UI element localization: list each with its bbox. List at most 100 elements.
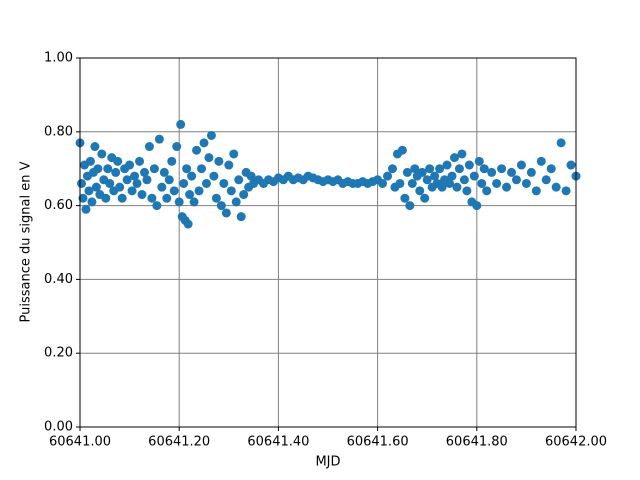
data-point bbox=[516, 160, 526, 170]
y-tick-label: 0.80 bbox=[44, 124, 73, 139]
data-point bbox=[415, 186, 425, 196]
y-tick-label: 0.20 bbox=[44, 346, 73, 361]
data-point bbox=[454, 164, 464, 174]
data-point bbox=[477, 178, 487, 188]
data-point bbox=[157, 182, 167, 192]
data-point bbox=[487, 167, 497, 177]
data-point bbox=[93, 164, 103, 174]
data-point bbox=[139, 167, 149, 177]
data-point bbox=[435, 164, 445, 174]
data-point bbox=[239, 190, 249, 200]
data-point bbox=[445, 178, 455, 188]
data-point bbox=[407, 178, 417, 188]
data-point bbox=[402, 167, 412, 177]
data-point bbox=[546, 164, 556, 174]
data-point bbox=[137, 190, 147, 200]
data-point bbox=[502, 182, 512, 192]
data-point bbox=[246, 171, 256, 181]
data-point bbox=[127, 186, 137, 196]
data-point bbox=[87, 197, 97, 207]
data-point bbox=[169, 186, 179, 196]
data-point bbox=[130, 171, 140, 181]
data-point bbox=[179, 178, 189, 188]
data-point bbox=[492, 178, 502, 188]
data-point bbox=[472, 201, 482, 211]
data-point bbox=[536, 156, 546, 166]
data-point bbox=[183, 219, 193, 229]
y-tick-label: 0.00 bbox=[44, 420, 73, 435]
data-point bbox=[115, 182, 125, 192]
data-point bbox=[497, 164, 507, 174]
data-point bbox=[378, 178, 388, 188]
data-point bbox=[209, 171, 219, 181]
data-point bbox=[154, 134, 164, 144]
data-point bbox=[76, 178, 86, 188]
data-point bbox=[221, 208, 231, 218]
data-point bbox=[405, 201, 415, 211]
x-tick-label: 60641.80 bbox=[446, 435, 508, 450]
data-point bbox=[111, 167, 121, 177]
data-point bbox=[469, 171, 479, 181]
x-tick-label: 60641.00 bbox=[49, 435, 111, 450]
data-point bbox=[541, 175, 551, 185]
data-point bbox=[395, 178, 405, 188]
data-point bbox=[482, 186, 492, 196]
data-point bbox=[192, 145, 202, 155]
data-point bbox=[159, 167, 169, 177]
data-point bbox=[84, 186, 94, 196]
data-point bbox=[556, 138, 566, 148]
data-point bbox=[206, 130, 216, 140]
data-point bbox=[101, 193, 111, 203]
data-point bbox=[197, 164, 207, 174]
data-point bbox=[226, 186, 236, 196]
data-point bbox=[162, 193, 172, 203]
data-point bbox=[410, 164, 420, 174]
y-tick-label: 0.60 bbox=[44, 198, 73, 213]
x-axis-label: MJD bbox=[315, 455, 340, 470]
x-tick-label: 60641.60 bbox=[347, 435, 409, 450]
data-point bbox=[204, 153, 214, 163]
data-point bbox=[122, 175, 132, 185]
data-point bbox=[551, 182, 561, 192]
data-point bbox=[452, 182, 462, 192]
data-point bbox=[229, 149, 239, 159]
data-point bbox=[167, 156, 177, 166]
data-point bbox=[219, 178, 229, 188]
data-point bbox=[216, 201, 226, 211]
data-point bbox=[97, 149, 107, 159]
data-point bbox=[420, 193, 430, 203]
data-point bbox=[566, 160, 576, 170]
data-point bbox=[105, 178, 115, 188]
x-tick-label: 60641.20 bbox=[148, 435, 210, 450]
data-point bbox=[425, 164, 435, 174]
data-point bbox=[462, 186, 472, 196]
data-point bbox=[474, 156, 484, 166]
data-point bbox=[511, 175, 521, 185]
data-point bbox=[91, 182, 101, 192]
data-point bbox=[182, 164, 192, 174]
data-point bbox=[194, 186, 204, 196]
data-point bbox=[457, 149, 467, 159]
data-point bbox=[526, 167, 536, 177]
data-point bbox=[437, 182, 447, 192]
data-point bbox=[90, 142, 100, 152]
data-point bbox=[152, 201, 162, 211]
data-point bbox=[85, 156, 95, 166]
data-point bbox=[78, 193, 88, 203]
data-point bbox=[422, 175, 432, 185]
x-tick-label: 60642.00 bbox=[545, 435, 607, 450]
data-point bbox=[430, 171, 440, 181]
data-point bbox=[442, 160, 452, 170]
data-point bbox=[201, 178, 211, 188]
data-point bbox=[199, 138, 209, 148]
y-tick-label: 0.40 bbox=[44, 272, 73, 287]
data-point bbox=[231, 197, 241, 207]
y-tick-label: 1.00 bbox=[44, 51, 73, 66]
data-point bbox=[224, 160, 234, 170]
data-point bbox=[447, 171, 457, 181]
data-point bbox=[383, 171, 393, 181]
data-point bbox=[125, 160, 135, 170]
data-point bbox=[387, 164, 397, 174]
data-point bbox=[132, 178, 142, 188]
